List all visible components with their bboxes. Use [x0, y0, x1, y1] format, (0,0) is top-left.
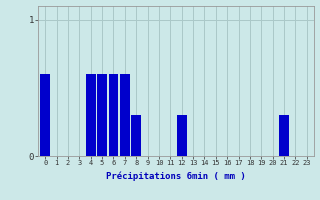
Bar	[97, 74, 107, 156]
Bar	[177, 115, 187, 156]
Bar	[108, 74, 118, 156]
Bar	[120, 74, 130, 156]
Bar	[132, 115, 141, 156]
Bar	[279, 115, 289, 156]
Bar	[86, 74, 96, 156]
Bar	[40, 74, 50, 156]
X-axis label: Précipitations 6min ( mm ): Précipitations 6min ( mm )	[106, 172, 246, 181]
